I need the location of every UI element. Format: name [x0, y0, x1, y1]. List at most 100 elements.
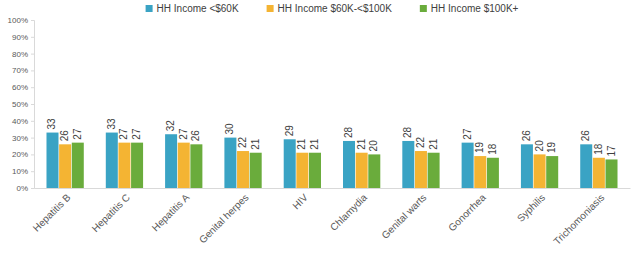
bar	[368, 154, 380, 188]
y-tick-label: 70%	[12, 66, 28, 75]
y-tick-label: 50%	[12, 100, 28, 109]
chart: 0%10%20%30%40%50%60%70%80%90%100%Hepatit…	[0, 0, 638, 258]
bar	[534, 154, 546, 188]
y-tick-label: 80%	[12, 50, 28, 59]
bar	[250, 153, 262, 188]
y-tick-mark	[31, 171, 34, 172]
bar	[415, 151, 427, 188]
bar	[165, 134, 177, 188]
x-tick-label: Genital herpes	[197, 192, 251, 246]
y-tick-mark	[31, 37, 34, 38]
y-axis-line	[31, 21, 35, 189]
bar	[106, 133, 118, 188]
data-label: 22	[415, 136, 426, 148]
y-tick: 100%	[8, 16, 34, 25]
data-label: 27	[462, 128, 473, 140]
x-axis-line	[35, 188, 631, 189]
bar	[580, 144, 592, 188]
x-tick: Syphilis	[515, 188, 547, 224]
bar	[343, 141, 355, 188]
y-tick-label: 10%	[12, 167, 28, 176]
y-tick: 70%	[12, 66, 34, 75]
y-tick-mark	[31, 154, 34, 155]
bar	[521, 144, 533, 188]
plot-area: 0%10%20%30%40%50%60%70%80%90%100%Hepatit…	[8, 16, 631, 247]
bar	[190, 144, 202, 188]
legend-item: HH Income $60K-<$100K	[267, 3, 393, 14]
x-tick: Chlamydia	[328, 188, 369, 233]
bar	[428, 153, 440, 188]
x-tick: Genital warts	[379, 188, 428, 241]
bar	[59, 144, 71, 188]
data-label: 17	[606, 145, 617, 157]
data-label: 33	[106, 118, 117, 130]
data-label: 27	[131, 128, 142, 140]
y-tick: 80%	[12, 50, 34, 59]
y-tick: 60%	[12, 83, 34, 92]
data-label: 21	[356, 138, 367, 150]
data-label: 29	[284, 125, 295, 137]
bar	[402, 141, 414, 188]
bar	[296, 153, 308, 188]
y-tick-label: 40%	[12, 117, 28, 126]
legend-label: HH Income $60K-<$100K	[278, 3, 393, 14]
x-tick-label: Hepatitis B	[31, 192, 73, 234]
data-label: 19	[474, 142, 485, 154]
y-tick: 10%	[12, 167, 34, 176]
x-tick-label: HIV	[290, 192, 310, 212]
x-tick-label: Syphilis	[515, 192, 547, 224]
data-label: 20	[368, 140, 379, 152]
x-tick-label: Hepatitis A	[150, 192, 192, 234]
legend-swatch	[267, 5, 274, 12]
legend-swatch	[146, 5, 153, 12]
data-label: 30	[224, 123, 235, 135]
bar	[224, 138, 236, 188]
data-label: 26	[580, 130, 591, 142]
data-label: 32	[165, 120, 176, 132]
data-label: 28	[402, 126, 413, 138]
y-tick-mark	[31, 70, 34, 71]
y-axis: 0%10%20%30%40%50%60%70%80%90%100%	[8, 16, 35, 193]
y-tick-mark	[31, 20, 34, 21]
y-tick: 0%	[16, 184, 34, 193]
bar	[284, 139, 296, 188]
data-label: 27	[72, 128, 83, 140]
y-tick-label: 100%	[8, 16, 28, 25]
x-tick: Trichomoniasis	[551, 188, 606, 247]
data-label: 19	[546, 142, 557, 154]
data-label: 26	[59, 130, 70, 142]
y-tick: 20%	[12, 150, 34, 159]
x-tick-label: Trichomoniasis	[551, 192, 606, 247]
bar	[309, 153, 321, 188]
y-tick-mark	[31, 87, 34, 88]
data-label: 21	[250, 138, 261, 150]
y-tick: 30%	[12, 134, 34, 143]
legend-swatch	[420, 5, 427, 12]
data-label: 20	[534, 140, 545, 152]
y-tick: 40%	[12, 117, 34, 126]
y-tick-label: 20%	[12, 150, 28, 159]
bar	[178, 143, 190, 188]
data-label: 21	[428, 138, 439, 150]
bar	[593, 158, 605, 188]
data-label: 18	[593, 143, 604, 155]
bar	[356, 153, 368, 188]
bar	[546, 156, 558, 188]
data-label: 26	[190, 130, 201, 142]
bar	[462, 143, 474, 188]
data-label: 27	[178, 128, 189, 140]
y-tick-mark	[31, 188, 34, 189]
x-tick: HIV	[290, 188, 310, 211]
data-label: 26	[521, 130, 532, 142]
legend: HH Income <$60KHH Income $60K-<$100KHH I…	[146, 3, 519, 14]
x-tick-label: Hepatitis C	[90, 192, 132, 234]
y-tick-label: 30%	[12, 134, 28, 143]
bar	[237, 151, 249, 188]
bar	[72, 143, 84, 188]
x-tick: Hepatitis C	[90, 188, 132, 234]
y-tick-mark	[31, 104, 34, 105]
data-label: 33	[46, 118, 57, 130]
y-tick-label: 0%	[16, 184, 28, 193]
legend-label: HH Income <$60K	[157, 3, 239, 14]
x-tick-label: Gonorrhea	[446, 191, 488, 233]
